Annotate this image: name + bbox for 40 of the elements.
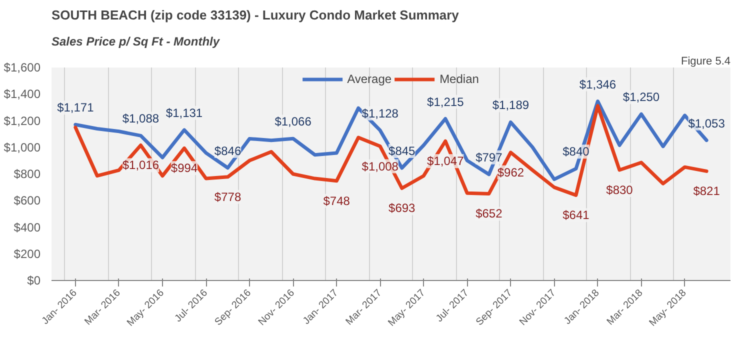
data-label: $845 [388, 144, 416, 158]
data-label: $962 [497, 165, 524, 180]
data-label: $797 [476, 150, 503, 164]
data-label: $1,047 [427, 154, 464, 168]
y-tick-label: $1,200 [4, 114, 41, 128]
data-label: $641 [562, 208, 590, 222]
data-label: $1,066 [274, 114, 312, 129]
data-label: $748 [323, 194, 350, 208]
chart-subtitle: Sales Price p/ Sq Ft - Monthly [52, 34, 221, 48]
annotation: Figure 5.4 [680, 56, 731, 68]
data-label: $1,215 [427, 94, 464, 109]
data-label: $1,053 [688, 116, 726, 130]
chart-title: SOUTH BEACH (zip code 33139) - Luxury Condo Market Summary [52, 8, 460, 22]
legend-label: Median [440, 72, 479, 86]
data-label: $1,088 [122, 112, 160, 126]
data-label: $821 [693, 184, 720, 198]
y-tick-label: $600 [14, 194, 41, 208]
data-label: $1,189 [492, 98, 530, 112]
data-label: $652 [476, 206, 503, 221]
data-label: $840 [562, 144, 590, 159]
data-label: $846 [214, 144, 242, 158]
data-label: $778 [214, 190, 242, 204]
y-tick-label: $400 [14, 220, 41, 234]
legend-label: Average [347, 72, 392, 86]
data-label: $1,250 [622, 90, 660, 104]
data-label: $1,016 [122, 158, 160, 172]
data-label: $1,171 [57, 100, 94, 115]
y-tick-label: $200 [14, 246, 41, 261]
y-tick-label: $1,000 [4, 140, 41, 154]
y-tick-label: $800 [14, 167, 41, 181]
data-label: $1,128 [362, 106, 399, 120]
y-tick-label: $1,600 [4, 60, 41, 74]
data-label: $1,346 [579, 77, 616, 92]
data-label: $994 [170, 161, 198, 176]
data-label: $693 [388, 201, 416, 216]
y-tick-label: $1,400 [4, 87, 41, 102]
data-label: $1,008 [362, 159, 399, 174]
y-tick-label: $0 [27, 274, 41, 288]
data-label: $830 [606, 183, 634, 198]
data-label: $1,131 [166, 106, 203, 120]
